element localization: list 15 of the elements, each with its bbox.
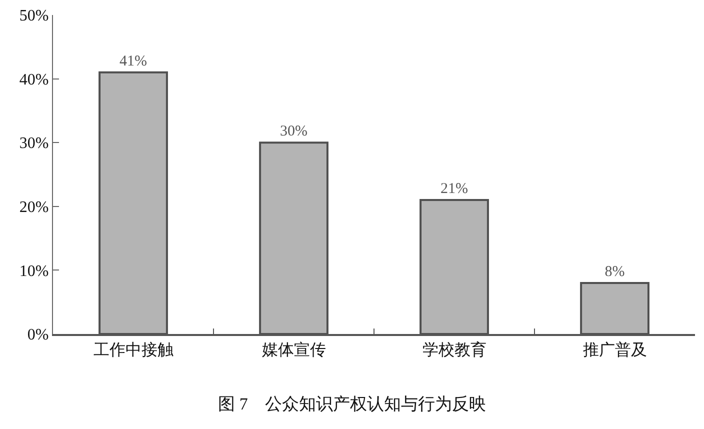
y-tick-label: 50% [19, 8, 49, 25]
data-label: 21% [440, 181, 468, 198]
x-tick-label: 工作中接触 [93, 340, 174, 359]
y-tick-label: 10% [19, 262, 49, 280]
y-tick-label: 40% [19, 71, 49, 88]
data-label: 8% [604, 264, 625, 280]
text: 图 7 公众知识产权认知与行为反映 [218, 394, 486, 414]
y-tick-label: 20% [19, 199, 49, 216]
y-tick-label: 30% [19, 135, 49, 152]
data-label: 30% [280, 124, 308, 140]
x-tick-label: 学校教育 [422, 340, 486, 359]
x-tick-label: 媒体宣传 [262, 340, 326, 359]
y-tick-label: 0% [27, 326, 49, 344]
data-label: 41% [120, 53, 148, 70]
x-tick-label: 推广普及 [582, 340, 647, 359]
